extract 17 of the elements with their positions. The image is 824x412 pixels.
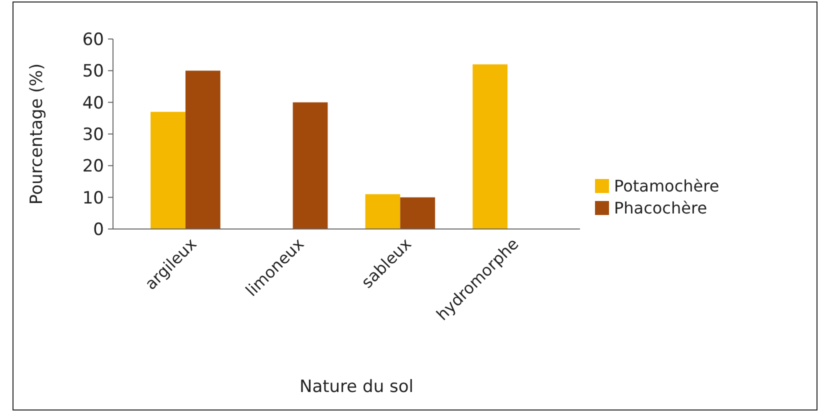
y-tick-label: 60 bbox=[82, 30, 104, 50]
bar bbox=[400, 197, 436, 229]
x-axis-title: Nature du sol bbox=[299, 377, 414, 397]
y-tick-label: 30 bbox=[82, 124, 104, 145]
y-axis-title: Pourcentage (%) bbox=[27, 63, 47, 205]
bar bbox=[472, 64, 508, 229]
y-tick-label: 0 bbox=[93, 220, 104, 240]
bar bbox=[292, 102, 328, 229]
y-tick-label: 20 bbox=[82, 156, 104, 177]
bar bbox=[185, 70, 220, 229]
bar bbox=[150, 112, 186, 229]
y-tick-label: 40 bbox=[82, 93, 104, 114]
bar bbox=[365, 194, 400, 229]
legend-label: Phacochère bbox=[614, 198, 708, 218]
y-tick-label: 10 bbox=[82, 188, 104, 208]
y-tick-label: 50 bbox=[82, 62, 104, 82]
legend-label: Potamochère bbox=[614, 176, 720, 196]
